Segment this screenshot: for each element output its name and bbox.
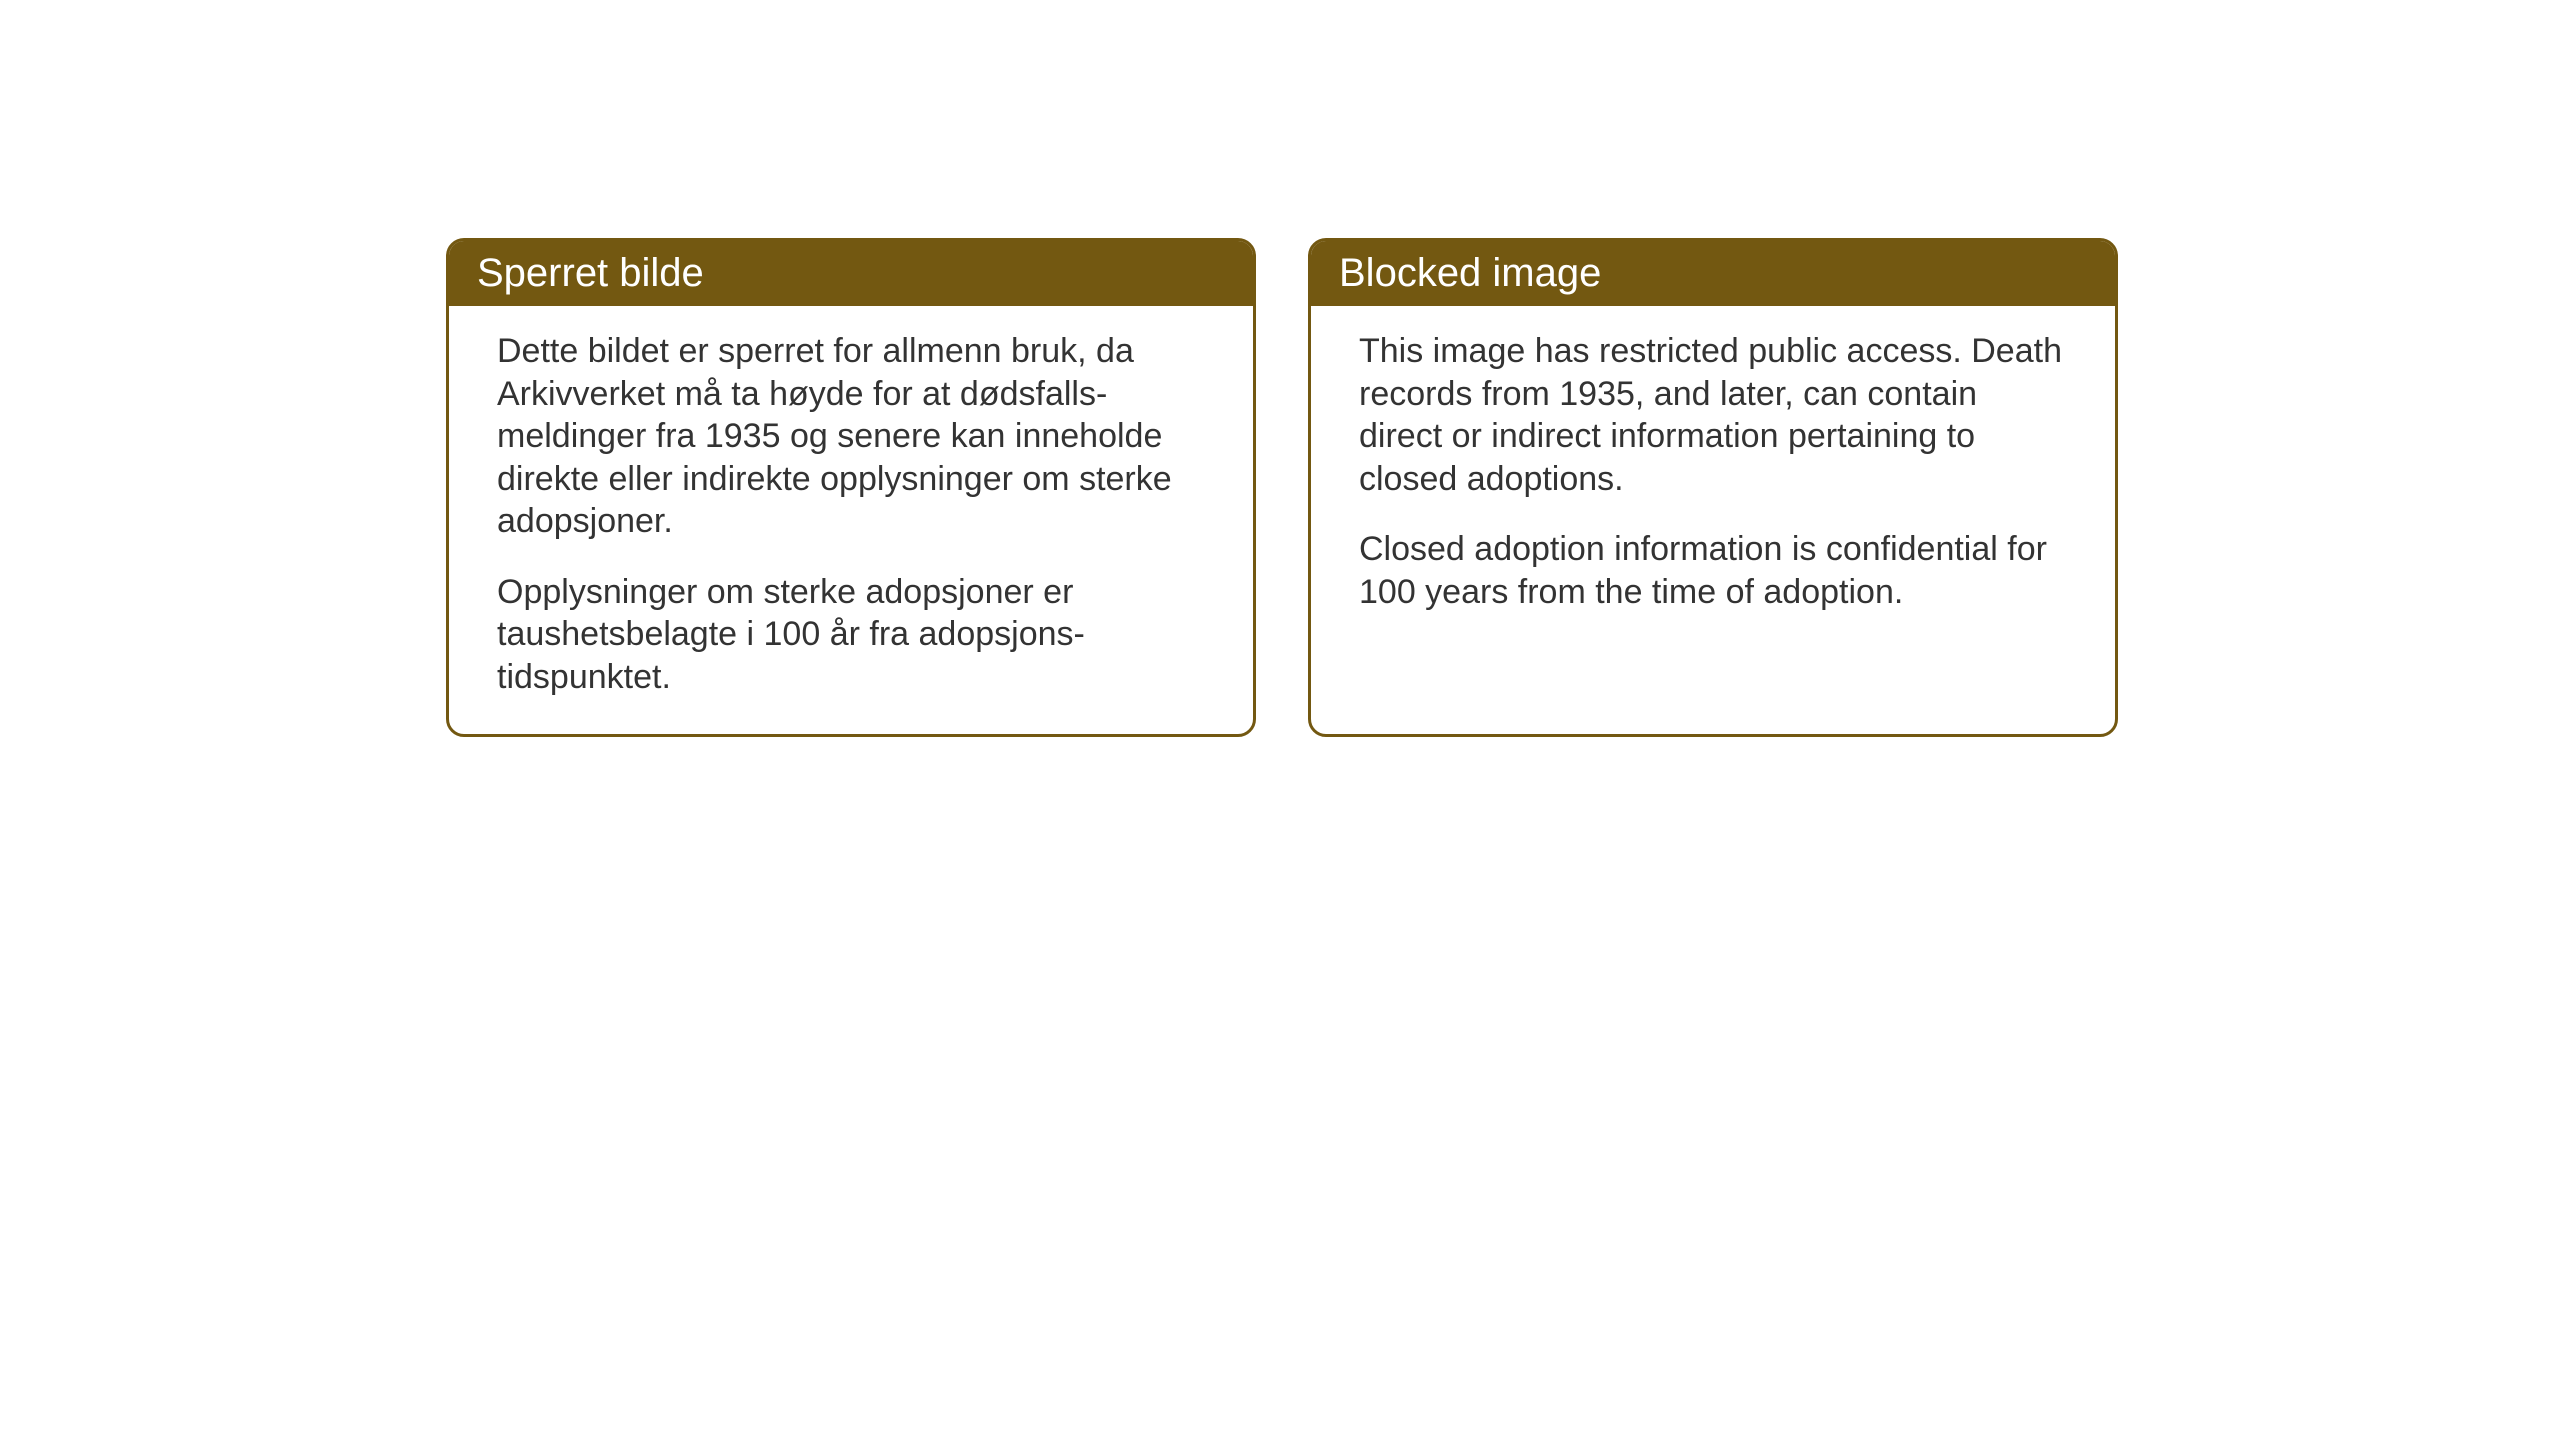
card-paragraph-1-norwegian: Dette bildet er sperret for allmenn bruk… <box>497 330 1205 543</box>
card-paragraph-2-norwegian: Opplysninger om sterke adopsjoner er tau… <box>497 571 1205 699</box>
card-body-english: This image has restricted public access.… <box>1311 306 2115 649</box>
card-header-english: Blocked image <box>1311 241 2115 306</box>
card-title-norwegian: Sperret bilde <box>477 251 704 295</box>
notice-cards-container: Sperret bilde Dette bildet er sperret fo… <box>446 238 2118 737</box>
notice-card-english: Blocked image This image has restricted … <box>1308 238 2118 737</box>
card-header-norwegian: Sperret bilde <box>449 241 1253 306</box>
card-title-english: Blocked image <box>1339 251 1601 295</box>
card-paragraph-1-english: This image has restricted public access.… <box>1359 330 2067 500</box>
card-paragraph-2-english: Closed adoption information is confident… <box>1359 528 2067 613</box>
card-body-norwegian: Dette bildet er sperret for allmenn bruk… <box>449 306 1253 734</box>
notice-card-norwegian: Sperret bilde Dette bildet er sperret fo… <box>446 238 1256 737</box>
